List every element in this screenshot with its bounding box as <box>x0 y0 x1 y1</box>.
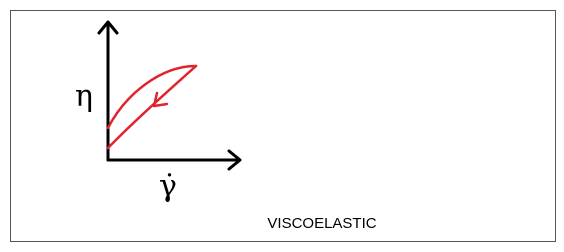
x-axis-arrow <box>227 149 242 171</box>
frame <box>10 10 556 242</box>
caption: VISCOELASTIC <box>267 215 376 232</box>
hysteresis-loop <box>106 64 198 150</box>
y-axis-label: η <box>75 79 93 114</box>
y-axis-arrow <box>97 20 119 35</box>
loop-upper <box>106 64 198 130</box>
loop-arrow <box>152 91 169 108</box>
x-axis-label: γ̇ <box>159 169 177 204</box>
axes <box>97 20 242 171</box>
